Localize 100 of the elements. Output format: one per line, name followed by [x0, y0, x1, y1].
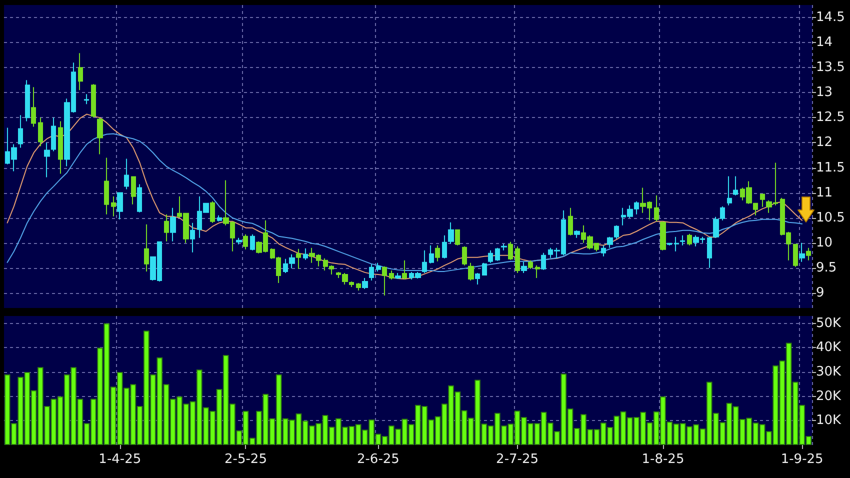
- candlestick: [131, 176, 136, 205]
- candlestick: [495, 247, 500, 262]
- y-tick-label: 50K: [816, 316, 842, 331]
- candlestick: [448, 222, 454, 244]
- candlestick: [501, 243, 507, 251]
- candlestick: [455, 228, 460, 246]
- candlestick: [97, 117, 103, 155]
- candlestick: [303, 248, 308, 260]
- y-tick-label: 10K: [816, 413, 842, 428]
- candlestick: [243, 234, 248, 250]
- y-tick-label: 14: [816, 35, 833, 50]
- candlestick: [435, 244, 440, 262]
- candlestick: [806, 247, 811, 261]
- candlestick: [25, 80, 30, 122]
- candlestick: [164, 214, 169, 242]
- candlestick: [58, 120, 63, 174]
- candlestick: [402, 260, 407, 280]
- x-tick-label: 2-6-25: [356, 452, 400, 467]
- candlestick: [91, 84, 96, 118]
- candlestick: [727, 176, 732, 206]
- candlestick: [488, 250, 493, 264]
- y-tick-label: 30K: [816, 364, 842, 380]
- candlestick: [44, 142, 50, 178]
- candlestick: [482, 262, 487, 276]
- candlestick: [210, 200, 215, 224]
- candlestick: [568, 207, 573, 236]
- candlestick: [51, 117, 56, 152]
- candlestick: [515, 246, 520, 274]
- y-tick-label: 40K: [816, 340, 842, 356]
- candlestick: [674, 236, 679, 252]
- candlestick: [799, 242, 805, 262]
- candlestick: [521, 261, 527, 274]
- candlestick: [104, 157, 109, 215]
- candlestick: [362, 277, 368, 290]
- candlestick: [654, 194, 659, 222]
- candlestick: [475, 272, 480, 285]
- x-tick-label: 1-9-25: [780, 452, 824, 467]
- candlestick: [236, 237, 242, 245]
- candlestick: [84, 94, 89, 105]
- candlestick: [607, 236, 613, 248]
- candlestick: [535, 264, 540, 278]
- candlestick: [601, 244, 606, 257]
- candlestick: [429, 244, 434, 264]
- candlestick: [38, 117, 43, 147]
- y-tick-label: 13.5: [816, 60, 845, 76]
- y-tick-label: 9.5: [816, 260, 837, 276]
- candlestick: [296, 248, 301, 270]
- candlestick: [462, 246, 467, 266]
- candlestick: [733, 176, 738, 196]
- candlestick: [574, 230, 580, 238]
- candlestick: [707, 236, 712, 268]
- y-tick-label: 11.5: [816, 160, 845, 176]
- candlestick: [713, 216, 719, 238]
- y-tick-label: 9: [816, 285, 824, 300]
- x-tick-label: 2-7-25: [496, 452, 539, 467]
- x-tick-label: 1-4-25: [98, 452, 142, 467]
- candlestick: [376, 262, 381, 272]
- candlestick: [369, 264, 374, 281]
- candlestick: [111, 196, 116, 217]
- y-tick-label: 10: [816, 235, 833, 250]
- candlestick: [468, 262, 474, 281]
- candlestick: [170, 207, 176, 242]
- candlestick: [349, 280, 354, 288]
- candlestick: [389, 270, 394, 280]
- candlestick: [395, 272, 401, 280]
- candlestick: [190, 222, 195, 253]
- candlestick: [382, 266, 387, 296]
- line-series: [6, 133, 803, 272]
- y-tick-label: 20K: [816, 388, 842, 404]
- candlestick: [442, 234, 447, 259]
- y-tick-label: 12.5: [816, 110, 845, 126]
- candlestick: [422, 250, 427, 274]
- x-tick-label: 2-5-25: [224, 452, 267, 467]
- candlestick: [117, 192, 123, 220]
- x-tick-label: 1-8-25: [642, 452, 684, 467]
- candlestick: [660, 220, 666, 251]
- candlestick: [137, 184, 142, 213]
- candlestick: [356, 282, 361, 291]
- candlestick: [528, 260, 533, 270]
- candlestick: [18, 114, 23, 148]
- candlestick: [720, 206, 725, 221]
- candlestick: [508, 241, 513, 260]
- y-tick-label: 10.5: [816, 210, 845, 226]
- candlestick: [250, 234, 255, 251]
- candlestick: [680, 234, 685, 246]
- y-tick-label: 12: [816, 135, 833, 150]
- candlestick: [793, 243, 798, 268]
- y-tick-label: 11: [816, 185, 833, 200]
- candlestick: [31, 86, 36, 128]
- y-tick-label: 13: [816, 85, 833, 100]
- candlestick: [144, 224, 149, 272]
- candlestick: [78, 52, 83, 91]
- candlestick: [667, 242, 672, 246]
- y-tick-label: 14.5: [816, 10, 845, 26]
- candlestick: [687, 233, 692, 246]
- candlestick: [760, 194, 765, 208]
- candlestick: [217, 214, 222, 222]
- candlestick: [614, 224, 619, 240]
- candlestick: [541, 252, 546, 270]
- candlestick: [124, 158, 129, 190]
